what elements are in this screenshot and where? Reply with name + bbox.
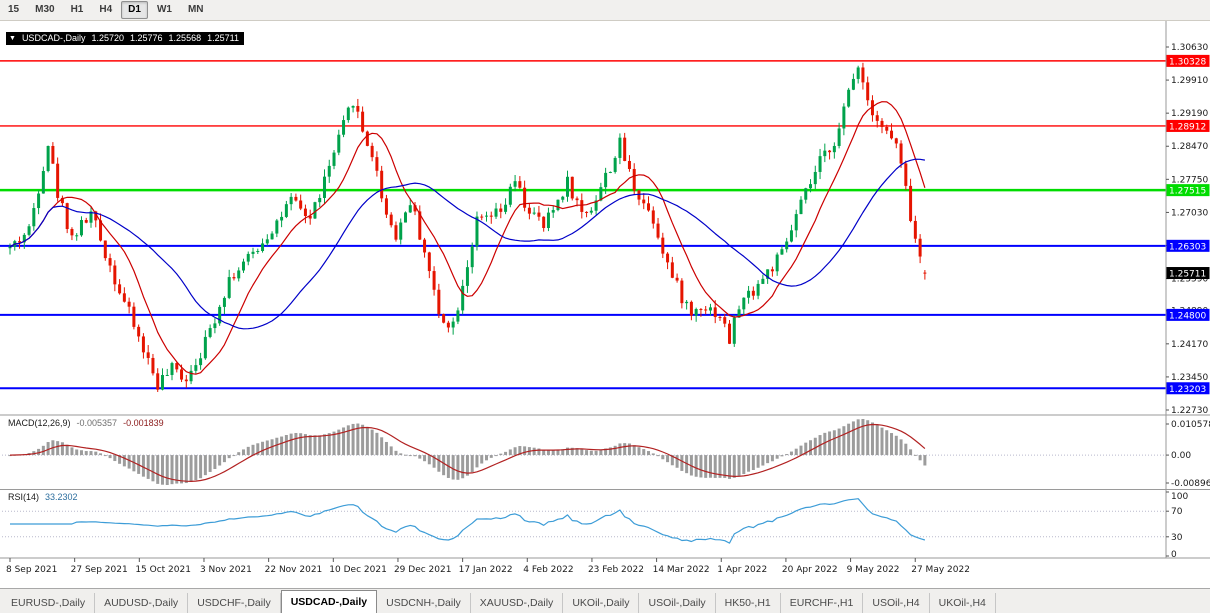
tab-usoil-h4[interactable]: USOil-,H4 [863,593,930,613]
collapse-triangle-icon[interactable]: ▼ [9,34,16,42]
svg-text:17 Jan 2022: 17 Jan 2022 [459,565,513,575]
svg-text:1.24800: 1.24800 [1169,311,1206,321]
svg-text:1.23450: 1.23450 [1171,373,1208,383]
svg-text:1.27750: 1.27750 [1171,175,1208,185]
ohlc-low: 1.25568 [168,33,202,43]
svg-text:1.25590: 1.25590 [1171,275,1208,285]
timeframe-toolbar: 15 M30 H1 H4 D1 W1 MN [0,0,1210,21]
svg-text:27 Sep 2021: 27 Sep 2021 [71,565,128,575]
svg-text:1 Apr 2022: 1 Apr 2022 [717,565,767,575]
tab-xauusd-daily[interactable]: XAUUSD-,Daily [471,593,564,613]
svg-text:10 Dec 2021: 10 Dec 2021 [329,565,387,575]
candlestick-chart[interactable]: 1.30630 1.29910 1.29190 1.28470 1.27750 1.270… [0,21,1210,588]
svg-text:20 Apr 2022: 20 Apr 2022 [782,565,838,575]
svg-text:100: 100 [1171,492,1188,502]
tab-ukoil-daily[interactable]: UKOil-,Daily [563,593,640,613]
chart-ohlc-header: ▼ USDCAD-,Daily 1.25720 1.25776 1.25568 … [6,32,244,45]
svg-text:1.22730: 1.22730 [1171,406,1208,416]
ma-fast-line [9,101,926,375]
svg-text:70: 70 [1171,507,1183,517]
timeframe-button-m30[interactable]: M30 [35,4,55,15]
horizontal-level-lines[interactable] [0,60,1166,390]
svg-text:9 May 2022: 9 May 2022 [847,565,900,575]
svg-text:4 Feb 2022: 4 Feb 2022 [523,565,573,575]
chart-symbol-period: USDCAD-,Daily [21,33,86,43]
timeframe-button-h1[interactable]: H1 [70,4,84,15]
svg-text:0.00: 0.00 [1171,451,1191,461]
timeframe-button-w1[interactable]: W1 [156,4,172,15]
timeframe-button-h4[interactable]: H4 [99,4,113,15]
candles [8,62,927,392]
svg-text:22 Nov 2021: 22 Nov 2021 [265,565,323,575]
svg-text:-0.00896: -0.00896 [1171,479,1210,489]
ohlc-open: 1.25720 [91,33,124,43]
svg-text:0: 0 [1171,550,1177,560]
svg-text:1.28470: 1.28470 [1171,142,1208,152]
pane-separators [0,21,1210,559]
macd-axis[interactable]: 0.010578 0.00 -0.00896 [1166,420,1210,489]
macd-indicator-label: MACD(12,26,9) -0.005357 -0.001839 [8,418,164,428]
macd-signal-value: -0.001839 [123,418,164,428]
tab-usdchf-daily[interactable]: USDCHF-,Daily [188,593,281,613]
ohlc-close: 1.25711 [207,33,239,43]
svg-text:1.27030: 1.27030 [1171,208,1208,218]
svg-text:1.29190: 1.29190 [1171,109,1208,119]
price-line-labels[interactable]: 1.30328 1.28912 1.27515 1.26303 1.24800 1.232… [1166,54,1210,395]
svg-text:1.29910: 1.29910 [1171,76,1208,86]
chart-window[interactable]: 1.30630 1.29910 1.29190 1.28470 1.27750 1.270… [0,21,1210,588]
rsi-axis[interactable]: 100 70 30 0 [1166,491,1188,560]
svg-text:0.010578: 0.010578 [1171,420,1210,430]
tab-hk50-h1[interactable]: HK50-,H1 [716,593,781,613]
tab-ukoil-h4[interactable]: UKOil-,H4 [930,593,996,613]
tab-eurchf-h1[interactable]: EURCHF-,H1 [781,593,864,613]
macd-histogram [8,419,927,485]
rsi-name: RSI(14) [8,492,40,502]
chart-tabs-bar: EURUSD-,Daily AUDUSD-,Daily USDCHF-,Daily U… [0,588,1210,613]
tab-usdcad-daily[interactable]: USDCAD-,Daily [280,590,378,613]
tab-audusd-daily[interactable]: AUDUSD-,Daily [95,593,189,613]
price-axis[interactable]: 1.30630 1.29910 1.29190 1.28470 1.27750 1.270… [1166,43,1208,416]
tab-usdcnh-daily[interactable]: USDCNH-,Daily [377,593,471,613]
svg-text:14 Mar 2022: 14 Mar 2022 [653,565,710,575]
timeframe-button-15[interactable]: 15 [8,4,20,15]
svg-text:1.30328: 1.30328 [1169,57,1206,67]
rsi-indicator-label: RSI(14) 33.2302 [8,492,78,502]
svg-text:1.25711: 1.25711 [1169,270,1206,280]
macd-main-value: -0.005357 [76,418,118,428]
macd-signal-line [9,423,926,482]
svg-text:1.23203: 1.23203 [1169,385,1206,395]
svg-text:3 Nov 2021: 3 Nov 2021 [200,565,252,575]
tab-usoil-daily[interactable]: USOil-,Daily [639,593,716,613]
ma-slow-line [9,158,925,330]
rsi-value: 33.2302 [45,492,78,502]
svg-text:1.24170: 1.24170 [1171,340,1208,350]
macd-name: MACD(12,26,9) [8,418,71,428]
svg-text:15 Oct 2021: 15 Oct 2021 [135,565,191,575]
svg-text:29 Dec 2021: 29 Dec 2021 [394,565,452,575]
svg-text:27 May 2022: 27 May 2022 [911,565,970,575]
timeframe-button-d1[interactable]: D1 [121,1,148,19]
svg-text:1.28912: 1.28912 [1169,122,1206,132]
svg-text:8 Sep 2021: 8 Sep 2021 [6,565,57,575]
svg-text:1.30630: 1.30630 [1171,43,1208,53]
svg-text:23 Feb 2022: 23 Feb 2022 [588,565,644,575]
tab-eurusd-daily[interactable]: EURUSD-,Daily [2,593,96,613]
time-axis[interactable]: 8 Sep 2021 27 Sep 2021 15 Oct 2021 3 Nov 20… [6,558,970,575]
svg-text:1.26303: 1.26303 [1169,242,1206,252]
rsi-line [10,498,926,544]
timeframe-button-mn[interactable]: MN [187,4,204,15]
svg-text:30: 30 [1171,533,1183,543]
svg-text:1.27515: 1.27515 [1169,187,1206,197]
ohlc-high: 1.25776 [130,33,163,43]
